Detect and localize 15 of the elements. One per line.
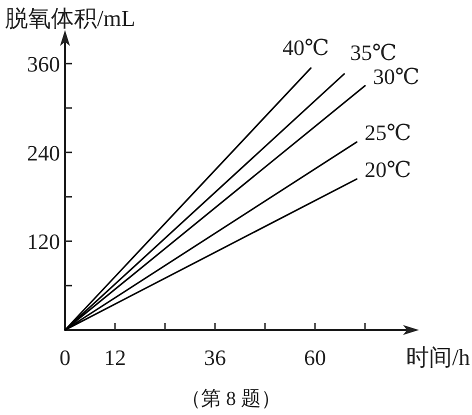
ylabel: 脱氧体积/mL	[5, 6, 136, 31]
ytick: 240	[27, 140, 60, 166]
ytick: 360	[27, 52, 60, 77]
annotation: （第 8 题）	[181, 388, 281, 410]
xlabel: 时间/h	[406, 345, 470, 370]
xtick: 0	[60, 345, 70, 370]
series-label: 40℃	[282, 35, 330, 60]
series-label: 35℃	[350, 40, 397, 65]
series-label: 30℃	[373, 64, 420, 89]
xtick: 12	[104, 345, 126, 370]
series-label: 25℃	[364, 120, 412, 146]
series-label: 20℃	[364, 157, 412, 182]
ytick: 120	[27, 229, 60, 254]
xtick: 36	[204, 345, 226, 370]
xtick: 60	[304, 345, 326, 370]
